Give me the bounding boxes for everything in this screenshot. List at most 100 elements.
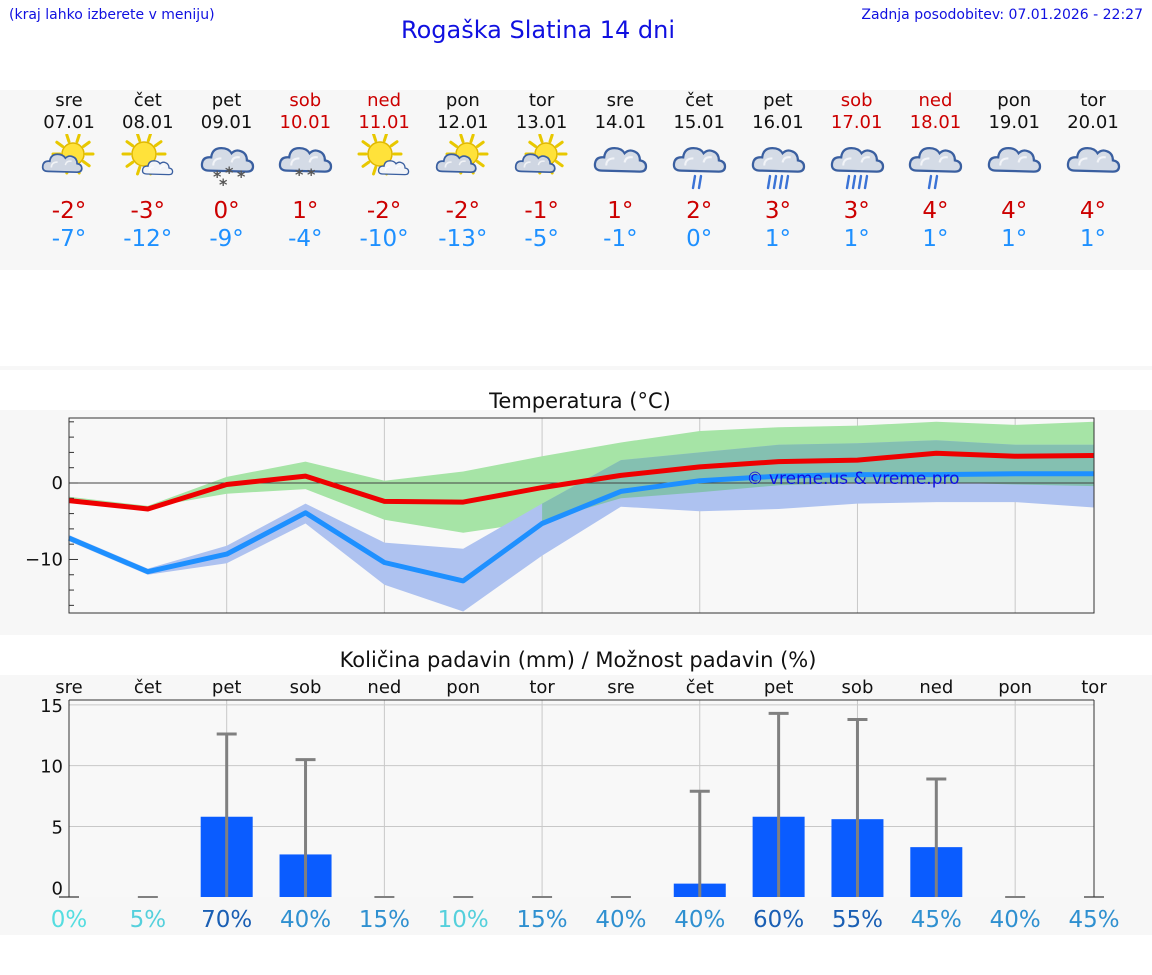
cloud-light-snow-icon: * * — [279, 147, 333, 184]
day-name: sob — [840, 90, 873, 111]
cloud-shape — [672, 147, 727, 173]
snow-flake: * — [213, 167, 222, 186]
x-tick-label: pet — [764, 677, 794, 698]
cloud-outline — [514, 153, 556, 174]
cloud-shape — [909, 147, 963, 173]
day-date: 18.01 — [909, 112, 962, 133]
cloudy-icon — [988, 147, 1042, 173]
sun-ray — [372, 134, 378, 143]
daily-forecast-strip: sre 07.01 -2° -7° čet 08.01 -3° -12° pet 09.01 * * *… — [0, 90, 1152, 270]
cloud-outline — [435, 153, 477, 174]
probability-label: 15% — [517, 907, 568, 933]
max-temp: -2° — [366, 198, 402, 224]
max-temp: 3° — [843, 198, 870, 224]
day-name: pon — [445, 90, 480, 111]
cloud-shape — [141, 160, 174, 176]
sun-ray — [82, 140, 91, 148]
y-tick-label: 10 — [40, 757, 63, 778]
partly-sunny-icon — [41, 134, 95, 175]
cloud-shape — [751, 147, 806, 173]
y-tick-label: 0 — [52, 473, 63, 494]
cloud-shape — [200, 147, 254, 173]
sun-ray — [135, 165, 141, 176]
min-temp: -9° — [209, 226, 244, 252]
day-name: čet — [133, 90, 162, 111]
cloud-highlight — [920, 156, 949, 166]
probability-label: 40% — [674, 907, 725, 933]
min-temp: -5° — [524, 226, 559, 252]
day-name: ned — [367, 90, 402, 111]
sun-ray — [372, 165, 378, 176]
cloud-shape — [279, 147, 333, 173]
cloud-highlight — [523, 160, 545, 168]
mostly-sunny-icon — [121, 134, 174, 176]
min-temp: -4° — [288, 226, 323, 252]
sun-ray — [548, 134, 554, 144]
rain-drop — [845, 174, 850, 190]
cloud-light-rain-icon — [909, 147, 963, 190]
cloud-highlight — [290, 156, 319, 166]
min-temp: 1° — [1001, 226, 1028, 252]
probability-label: 55% — [832, 907, 883, 933]
day-date: 16.01 — [752, 112, 804, 133]
rain-drop — [863, 174, 868, 190]
rain-drop — [934, 174, 939, 190]
y-tick-label: 0 — [52, 878, 63, 899]
probability-label: 40% — [595, 907, 646, 933]
min-temp: 1° — [922, 226, 949, 252]
x-tick-label: sre — [607, 677, 634, 698]
probability-label: 10% — [438, 907, 489, 933]
cloud-outline — [279, 147, 333, 173]
max-temp: 0° — [213, 198, 240, 224]
cloud-outline — [141, 160, 174, 176]
day-name: sre — [606, 90, 635, 111]
sun-ray — [361, 140, 371, 148]
cloud-shape — [514, 153, 556, 174]
max-temp: -2° — [445, 198, 481, 224]
sun-ray — [537, 134, 544, 144]
probability-label: 45% — [911, 907, 962, 933]
x-tick-label: tor — [1081, 677, 1107, 698]
min-temp: 1° — [843, 226, 870, 252]
cloud-outline — [830, 147, 884, 173]
x-tick-label: čet — [134, 677, 162, 698]
min-temp: 1° — [764, 226, 791, 252]
precipitation-title: Količina padavin (mm) / Možnost padavin … — [340, 648, 817, 672]
cloud-highlight — [684, 156, 713, 166]
probability-label: 70% — [201, 907, 252, 933]
sun-disc — [367, 141, 393, 167]
cloud-rain-icon — [830, 147, 884, 190]
cloud-outline — [594, 147, 648, 173]
min-temp: -10° — [359, 226, 409, 252]
rain-drop — [928, 174, 933, 190]
rain-drop — [772, 174, 778, 190]
temperature-title: Temperatura (°C) — [488, 389, 671, 413]
sun-ray — [153, 140, 163, 148]
cloud-highlight — [999, 156, 1028, 166]
sun-ray — [475, 140, 485, 148]
day-date: 08.01 — [122, 112, 174, 133]
rain-drop — [857, 174, 862, 190]
max-temp: 1° — [607, 198, 634, 224]
day-name: pon — [997, 90, 1032, 111]
cloud-outline — [751, 147, 806, 173]
cloud-highlight — [444, 160, 466, 168]
rain-drop — [851, 174, 856, 190]
cloud-outline — [909, 147, 963, 173]
rain-drop — [784, 174, 790, 190]
cloud-shape — [594, 147, 648, 173]
y-tick-label: −10 — [25, 549, 63, 570]
x-tick-label: ned — [367, 677, 401, 698]
max-temp: 4° — [1001, 198, 1028, 224]
min-temp-line — [68, 471, 1094, 584]
cloud-outline — [988, 147, 1042, 173]
max-temp-line — [68, 450, 1095, 512]
temperature-chart: Temperatura (°C) 0 −10 © vreme.us & vreme.p… — [25, 389, 1095, 614]
day-date: 10.01 — [279, 112, 332, 133]
snow-flake: * — [295, 165, 304, 184]
cloud-shape — [41, 153, 83, 174]
sun-ray — [449, 140, 458, 148]
cloud-outline — [377, 160, 410, 176]
max-temp: -1° — [524, 198, 559, 224]
